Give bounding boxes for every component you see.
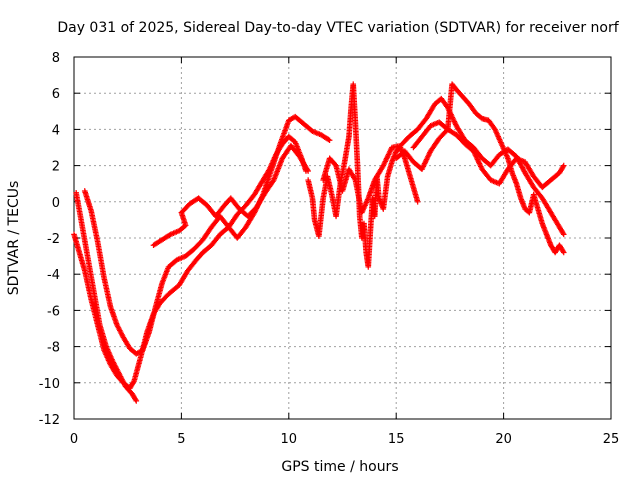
y-tick-label: 6: [52, 87, 60, 102]
series-trace-a: [73, 189, 140, 404]
x-tick-label: 20: [495, 432, 512, 447]
x-axis-title: GPS time / hours: [281, 459, 398, 475]
y-axis-title: SDTVAR / TECUs: [6, 181, 22, 296]
data-marks: [71, 81, 567, 404]
y-tick-label: -6: [47, 304, 60, 319]
data-point-plus: [130, 379, 137, 385]
y-tick-label: -12: [39, 413, 60, 428]
grid-lines: [74, 57, 611, 419]
axis-ticks: 0 5 10 15 20 25 -12 -10 -8 -6 -4 -2 0 2 4 6 8: [39, 51, 620, 447]
x-tick-label: 0: [70, 432, 78, 447]
data-point-plus: [325, 136, 332, 143]
y-tick-label: -10: [39, 377, 60, 392]
data-point-plus: [560, 231, 567, 238]
data-point-plus: [560, 249, 567, 256]
y-tick-label: -8: [47, 341, 60, 356]
data-point-plus: [305, 168, 311, 174]
y-tick-label: 2: [52, 160, 60, 175]
data-point-plus: [132, 396, 139, 403]
series-trace-h: [410, 81, 567, 256]
x-tick-label: 10: [281, 432, 298, 447]
series-trace-d: [150, 142, 311, 249]
y-tick-label: -2: [47, 232, 60, 247]
y-tick-label: 8: [52, 51, 60, 66]
data-point-plus: [560, 230, 566, 236]
series-trace-e: [305, 81, 421, 270]
series-trace-g: [393, 126, 567, 191]
y-tick-label: 4: [52, 123, 60, 138]
data-point-plus: [560, 162, 567, 169]
data-point-plus: [560, 248, 566, 255]
data-point-plus: [133, 398, 140, 404]
x-tick-label: 25: [603, 432, 620, 447]
y-tick-label: 0: [52, 196, 60, 211]
data-point-plus: [414, 199, 421, 205]
x-tick-label: 5: [177, 432, 185, 447]
series-trace-f: [320, 95, 567, 238]
y-tick-label: -4: [47, 268, 60, 283]
chart-title: Day 031 of 2025, Sidereal Day-to-day VTE…: [57, 20, 619, 36]
x-tick-label: 15: [388, 432, 405, 447]
data-point-plus: [326, 137, 333, 144]
data-point-plus: [560, 164, 566, 170]
